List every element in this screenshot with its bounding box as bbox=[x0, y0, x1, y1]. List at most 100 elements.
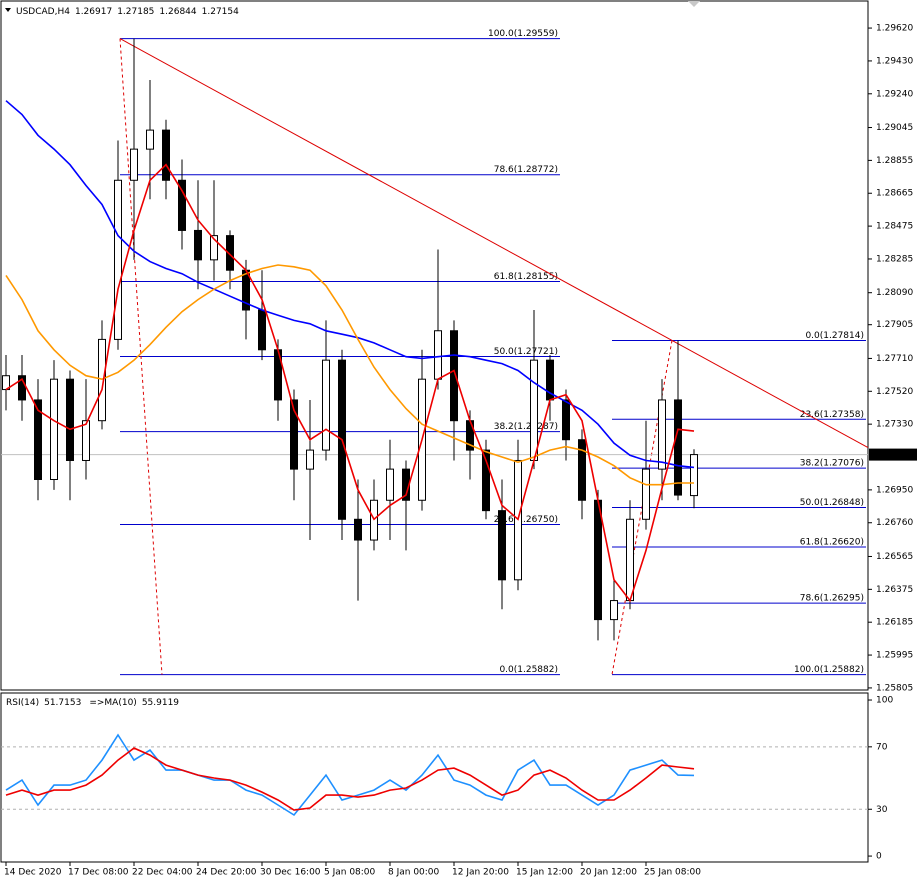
y-tick-label: 1.28855 bbox=[876, 156, 913, 166]
candle-body bbox=[450, 330, 458, 422]
indicator-line bbox=[5, 747, 695, 811]
candle-body bbox=[658, 399, 666, 470]
candle-body bbox=[82, 420, 90, 461]
candle-body bbox=[354, 518, 362, 541]
x-tick-label: 14 Dec 2020 bbox=[4, 868, 62, 878]
rsi-title: RSI(14) bbox=[6, 698, 39, 708]
trendline bbox=[119, 38, 869, 449]
candle-body bbox=[306, 449, 314, 470]
candle-body bbox=[130, 148, 138, 181]
y-tick-label: 1.26185 bbox=[876, 618, 913, 628]
indicator-line bbox=[5, 100, 695, 469]
fib-label: 78.6(1.26295) bbox=[800, 594, 864, 604]
x-tick-label: 22 Dec 04:00 bbox=[132, 868, 193, 878]
fib-label: 61.8(1.28155) bbox=[494, 272, 558, 282]
y-tick-label: 1.27905 bbox=[876, 320, 913, 330]
candle-body bbox=[18, 375, 26, 401]
y-tick-label: 1.28665 bbox=[876, 189, 913, 199]
candle-body bbox=[178, 179, 186, 231]
rsi-value: 51.7153 bbox=[44, 698, 81, 708]
shift-marker bbox=[688, 1, 700, 7]
price-box bbox=[869, 448, 917, 461]
y-tick-label: 1.29045 bbox=[876, 123, 913, 133]
candle-body bbox=[114, 179, 122, 340]
low-price: 1.26844 bbox=[159, 7, 196, 17]
y-tick-label: 1.26950 bbox=[876, 485, 913, 495]
candle-body bbox=[322, 359, 330, 451]
candle-body bbox=[386, 468, 394, 501]
y-tick-label: 1.25995 bbox=[876, 651, 913, 661]
candle-body bbox=[498, 510, 506, 581]
indicator-line bbox=[5, 163, 695, 603]
candle-body bbox=[434, 330, 442, 380]
rsi-ma-value: 55.9119 bbox=[142, 698, 179, 708]
x-tick-label: 25 Jan 08:00 bbox=[644, 868, 701, 878]
candle-body bbox=[690, 454, 698, 497]
x-tick-label: 20 Jan 12:00 bbox=[580, 868, 637, 878]
y-tick-label: 30 bbox=[876, 805, 888, 815]
candle-body bbox=[98, 338, 106, 422]
candle-body bbox=[290, 399, 298, 470]
y-tick-label: 1.28285 bbox=[876, 254, 913, 264]
candle-body bbox=[34, 399, 42, 481]
chart-header: USDCAD,H4 1.26917 1.27185 1.26844 1.27154 bbox=[16, 7, 239, 17]
y-tick-label: 1.28090 bbox=[876, 288, 913, 298]
fib-label: 50.0(1.27721) bbox=[494, 347, 558, 357]
rsi-header: RSI(14) 51.7153 =>MA(10) 55.9119 bbox=[6, 698, 179, 708]
open-price: 1.26917 bbox=[75, 7, 112, 17]
candle-body bbox=[226, 235, 234, 271]
candle-body bbox=[594, 499, 602, 621]
x-tick-label: 30 Dec 16:00 bbox=[260, 868, 321, 878]
y-tick-label: 1.29620 bbox=[876, 24, 913, 34]
fib-label: 100.0(1.29559) bbox=[488, 29, 558, 39]
y-tick-label: 100 bbox=[876, 696, 893, 706]
fib-label: 23.6(1.26750) bbox=[494, 515, 558, 525]
x-tick-label: 17 Dec 08:00 bbox=[68, 868, 129, 878]
symbol: USDCAD,H4 bbox=[16, 7, 70, 17]
y-tick-label: 1.26760 bbox=[876, 518, 913, 528]
fib-label: 78.6(1.28772) bbox=[494, 165, 558, 175]
fib-label: 61.8(1.26620) bbox=[800, 537, 864, 547]
y-tick-label: 1.26375 bbox=[876, 585, 913, 595]
y-tick-label: 1.27330 bbox=[876, 420, 913, 430]
x-tick-label: 24 Dec 20:00 bbox=[196, 868, 257, 878]
y-tick-label: 1.27520 bbox=[876, 387, 913, 397]
candle-body bbox=[50, 378, 58, 481]
fib-label: 0.0(1.25882) bbox=[499, 665, 558, 675]
y-tick-label: 1.29240 bbox=[876, 89, 913, 99]
fib-label: 38.2(1.27076) bbox=[800, 459, 864, 469]
candle-body bbox=[610, 600, 618, 621]
x-tick-label: 12 Jan 20:00 bbox=[452, 868, 509, 878]
fib-label: 23.6(1.27358) bbox=[800, 410, 864, 420]
fib-anchor-line bbox=[119, 38, 163, 675]
plot-layer: 1.29620 1.29430 1.29240 1.29045 1.28855 1.286… bbox=[1, 24, 917, 878]
y-tick-label: 0 bbox=[876, 852, 882, 862]
candle-body bbox=[626, 518, 634, 602]
current-price-label: 1.27154 bbox=[876, 450, 913, 460]
fib-label: 0.0(1.27814) bbox=[805, 331, 864, 341]
candle-body bbox=[194, 229, 202, 261]
y-tick-label: 1.26565 bbox=[876, 552, 913, 562]
candle-body bbox=[530, 359, 538, 461]
indicator-line bbox=[5, 733, 695, 817]
candle-body bbox=[674, 399, 682, 496]
x-tick-label: 5 Jan 08:00 bbox=[324, 868, 376, 878]
rsi-ma-title: =>MA(10) bbox=[89, 698, 136, 708]
menu-arrow[interactable] bbox=[5, 8, 11, 12]
candle-body bbox=[258, 309, 266, 351]
y-tick-label: 70 bbox=[876, 742, 888, 752]
fib-label: 38.2(1.27287) bbox=[494, 422, 558, 432]
price-panel bbox=[0, 0, 869, 691]
candle-body bbox=[162, 129, 170, 181]
high-price: 1.27185 bbox=[117, 7, 154, 17]
y-tick-label: 1.27710 bbox=[876, 354, 913, 364]
x-tick-label: 15 Jan 12:00 bbox=[516, 868, 573, 878]
candle-body bbox=[642, 468, 650, 520]
candle-body bbox=[578, 439, 586, 501]
fib-label: 100.0(1.25882) bbox=[794, 665, 864, 675]
rsi-panel bbox=[0, 692, 869, 863]
y-tick-label: 1.29430 bbox=[876, 56, 913, 66]
candle-body bbox=[210, 235, 218, 261]
x-tick-label: 8 Jan 00:00 bbox=[388, 868, 440, 878]
